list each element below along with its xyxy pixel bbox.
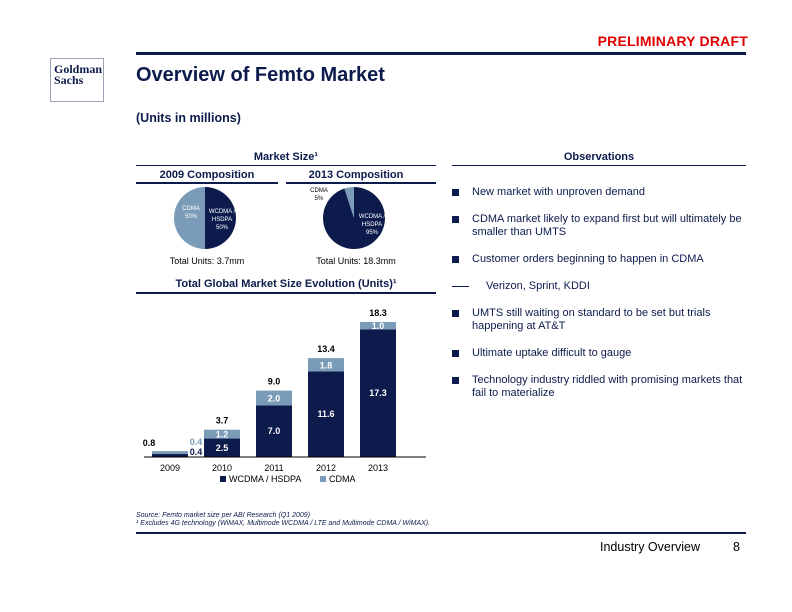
x-tick-label: 2012 — [316, 463, 336, 473]
pie-2013-heading: 2013 Composition — [308, 169, 404, 181]
x-tick-label: 2010 — [212, 463, 232, 473]
pie-2009-slice-cdma — [174, 187, 205, 249]
data-label-total: 9.0 — [268, 377, 281, 387]
legend-label-cdma: CDMA — [329, 474, 356, 484]
data-label-wcdma: 11.6 — [317, 409, 334, 419]
pie-2009-pct-cdma: 50% — [185, 214, 198, 220]
pie-2013-label-wcdma-1: WCDMA / — [359, 214, 386, 220]
observation-sub-text: Verizon, Sprint, KDDI — [486, 280, 590, 292]
pie-2009-heading: 2009 Composition — [159, 169, 255, 181]
x-tick-label: 2009 — [160, 463, 180, 473]
bar-cdma — [256, 390, 292, 406]
data-label-total: 3.7 — [216, 416, 229, 426]
bar-cdma — [204, 429, 240, 439]
market-evolution-bar-chart: 0.40.4 0.8 2009 2.5 1.2 3.7 2010 7.0 2.0 9.0 2011 1… — [143, 308, 426, 484]
data-label-wcdma: 0.4 — [190, 447, 203, 457]
data-label-total: 13.4 — [317, 344, 335, 354]
data-label-cdma: 2.0 — [268, 393, 281, 403]
legend-swatch-cdma — [320, 476, 326, 482]
data-label-cdma: 0.4 — [190, 437, 203, 447]
observation-bullet: New market with unproven demand — [452, 186, 752, 199]
pie-2009-label-cdma: CDMA — [182, 206, 200, 212]
bar-wcdma — [204, 438, 240, 457]
market-size-rule — [136, 165, 436, 166]
observation-bullet: Customer orders beginning to happen in C… — [452, 253, 752, 266]
goldman-sachs-logo: Goldman Sachs — [50, 58, 104, 102]
pie-2013-total: Total Units: 18.3mm — [316, 256, 396, 266]
bar-wcdma — [256, 405, 292, 457]
data-label-total: 18.3 — [369, 308, 387, 318]
page-number: 8 — [733, 540, 740, 554]
legend-swatch-wcdma — [220, 476, 226, 482]
x-tick-label: 2011 — [264, 463, 283, 473]
pie-chart-2013: CDMA 5% WCDMA / HSDPA 95% — [310, 187, 386, 249]
footnotes: Source: Femto market size per ABI Resear… — [136, 512, 430, 528]
logo-line-1: Goldman — [54, 62, 103, 76]
pie-2013-rule — [286, 182, 436, 184]
observation-bullet: CDMA market likely to expand first but w… — [452, 213, 752, 239]
logo-line-2: Sachs — [54, 73, 84, 87]
evolution-heading: Total Global Market Size Evolution (Unit… — [175, 278, 397, 290]
pie-2013-slice-wcdma — [323, 187, 386, 249]
bar-wcdma — [308, 371, 344, 457]
observations-rule — [452, 165, 746, 166]
data-label-wcdma: 7.0 — [268, 426, 281, 436]
x-tick-label: 2013 — [368, 463, 388, 473]
data-label-cdma: 1.2 — [216, 430, 229, 440]
data-label-cdma: 1.0 — [372, 321, 385, 331]
pie-2013-label-wcdma-2: HSDPA — [362, 222, 382, 228]
bar-wcdma — [152, 454, 188, 457]
data-label-total: 0.8 — [143, 438, 156, 448]
pie-chart-2009: CDMA 50% WCDMA / HSDPA 50% — [174, 187, 236, 249]
observations-list: New market with unproven demand CDMA mar… — [452, 186, 752, 414]
bar-cdma — [360, 322, 396, 330]
pie-2013-label-cdma: CDMA — [310, 188, 328, 194]
bar-wcdma — [360, 329, 396, 457]
data-label-cdma: 1.8 — [320, 360, 333, 370]
observation-bullet: UMTS still waiting on standard to be set… — [452, 307, 752, 333]
pie-2009-rule — [136, 182, 278, 184]
bar-cdma — [308, 358, 344, 372]
source-note: Source: Femto market size per ABI Resear… — [136, 512, 311, 519]
pie-2009-pct-wcdma: 50% — [216, 225, 229, 231]
data-label-wcdma: 2.5 — [216, 443, 229, 453]
evolution-rule — [136, 292, 436, 294]
market-size-heading: Market Size¹ — [253, 151, 319, 163]
pie-2013-pct-cdma: 5% — [315, 196, 324, 202]
pie-2009-label-wcdma-1: WCDMA / — [209, 209, 236, 215]
dash-icon — [452, 286, 469, 287]
pie-2009-total: Total Units: 3.7mm — [169, 256, 245, 266]
page-title: Overview of Femto Market — [136, 64, 385, 86]
observation-bullet: Ultimate uptake difficult to gauge — [452, 347, 752, 360]
data-label-wcdma: 17.3 — [369, 388, 387, 398]
pie-2013-slice-cdma — [344, 187, 354, 218]
footer-section: Industry Overview — [600, 540, 701, 554]
header-rule — [136, 52, 746, 55]
page-subtitle: (Units in millions) — [136, 111, 241, 125]
preliminary-draft-label: PRELIMINARY DRAFT — [597, 33, 748, 49]
footer-rule — [136, 532, 746, 534]
legend-label-wcdma: WCDMA / HSDPA — [229, 474, 301, 484]
pie-2009-slice-wcdma — [205, 187, 236, 249]
footnote-1: ¹ Excludes 4G technology (WiMAX, Multimo… — [136, 520, 431, 527]
observation-sub-bullet: Verizon, Sprint, KDDI — [452, 280, 752, 293]
observation-bullet: Technology industry riddled with promisi… — [452, 374, 752, 400]
bar-cdma — [152, 451, 188, 455]
pie-2013-pct-wcdma: 95% — [366, 230, 379, 236]
observations-heading: Observations — [563, 151, 635, 163]
pie-2009-label-wcdma-2: HSDPA — [212, 217, 232, 223]
